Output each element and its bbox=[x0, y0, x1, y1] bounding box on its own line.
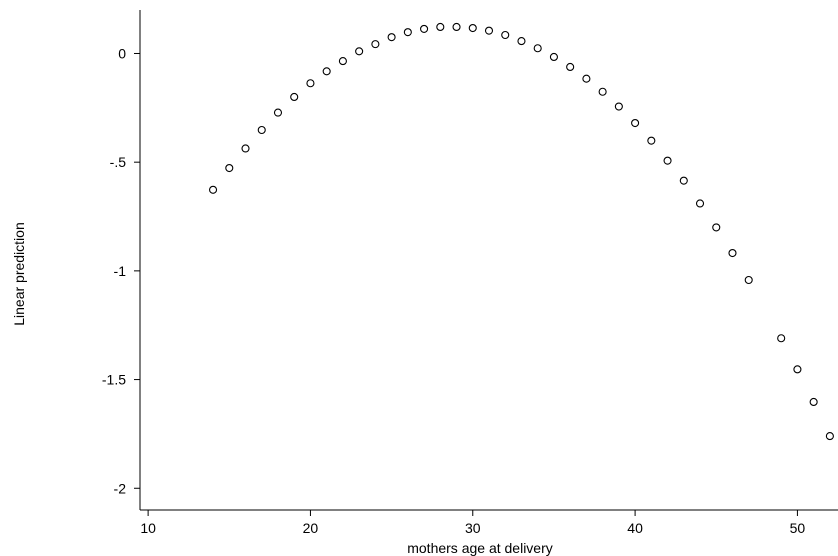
data-point bbox=[355, 47, 364, 56]
y-tick-label: -.5 bbox=[110, 154, 127, 170]
data-point bbox=[679, 176, 688, 185]
y-tick-label: -1.5 bbox=[102, 372, 126, 388]
data-point bbox=[744, 275, 753, 285]
y-tick-label: -2 bbox=[114, 480, 127, 496]
data-point bbox=[257, 125, 266, 135]
data-point bbox=[338, 57, 347, 66]
data-point bbox=[566, 62, 575, 72]
data-point bbox=[598, 87, 607, 96]
y-axis: 0 -.5 -1 -1.5 -2 bbox=[102, 45, 140, 496]
data-point bbox=[663, 156, 672, 165]
data-point bbox=[436, 22, 445, 32]
data-point bbox=[728, 248, 737, 258]
data-point bbox=[387, 33, 396, 42]
data-point bbox=[208, 185, 218, 194]
data-point bbox=[582, 74, 591, 83]
data-point bbox=[825, 432, 834, 441]
x-tick-label: 40 bbox=[627, 520, 643, 536]
y-axis-title: Linear prediction bbox=[11, 222, 27, 326]
data-point bbox=[793, 365, 802, 374]
data-point bbox=[420, 24, 429, 33]
x-axis: 10 20 30 40 50 bbox=[140, 510, 805, 536]
data-point bbox=[517, 37, 526, 46]
y-tick-label: 0 bbox=[118, 45, 126, 61]
x-tick-label: 30 bbox=[465, 520, 481, 536]
data-point bbox=[225, 163, 234, 173]
data-point bbox=[647, 136, 656, 145]
data-point bbox=[403, 28, 412, 37]
data-point bbox=[468, 23, 477, 33]
data-point bbox=[712, 223, 721, 232]
x-tick-label: 10 bbox=[140, 520, 156, 536]
x-tick-label: 50 bbox=[790, 520, 806, 536]
plot-frame bbox=[139, 10, 838, 511]
data-point bbox=[614, 102, 623, 111]
data-point bbox=[290, 92, 299, 102]
data-point bbox=[273, 108, 283, 117]
data-point bbox=[371, 40, 380, 49]
data-point bbox=[241, 144, 250, 153]
data-point bbox=[322, 67, 331, 76]
x-axis-title: mothers age at delivery bbox=[407, 540, 553, 556]
data-point bbox=[501, 30, 510, 40]
data-point bbox=[452, 22, 461, 32]
data-point bbox=[484, 26, 494, 35]
data-point bbox=[631, 118, 640, 128]
data-point bbox=[306, 79, 315, 88]
data-point bbox=[809, 397, 818, 407]
y-tick-label: -1 bbox=[114, 263, 127, 279]
data-point bbox=[695, 199, 705, 208]
data-point bbox=[549, 52, 558, 62]
data-points bbox=[208, 22, 834, 441]
data-point bbox=[533, 44, 542, 53]
data-point bbox=[777, 334, 786, 343]
x-tick-label: 20 bbox=[303, 520, 319, 536]
